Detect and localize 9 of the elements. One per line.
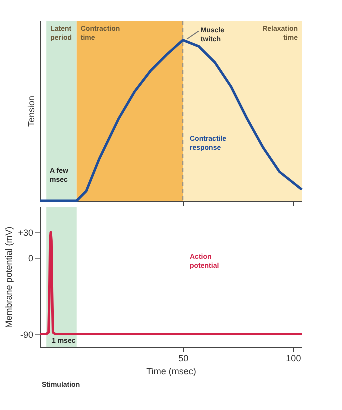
y-tick-label: -90 <box>20 330 34 340</box>
y-axis-title: Membrane potential (mV) <box>4 226 14 328</box>
x-tick-label: 100 <box>286 354 302 364</box>
x-tick-label: 50 <box>178 354 189 364</box>
y-tick-label: +30 <box>18 228 34 238</box>
x-axis-title: Time (msec) <box>146 366 196 376</box>
y-axis-title: Tension <box>26 96 36 128</box>
y-tick-label: 0 <box>28 253 34 264</box>
line-series <box>38 231 304 336</box>
